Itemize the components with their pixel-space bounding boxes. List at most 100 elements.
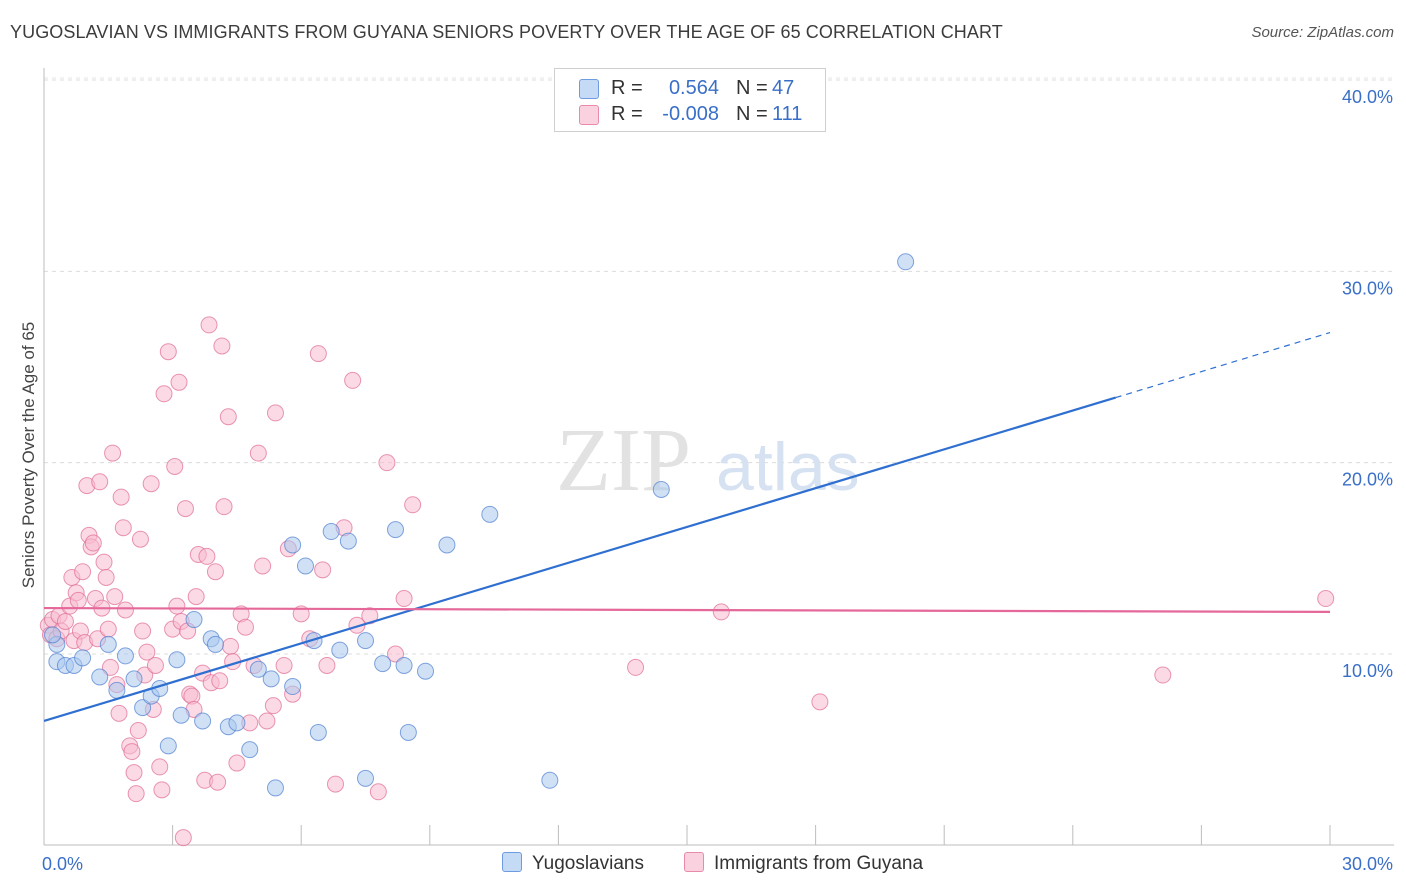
point-yugoslavian (481, 505, 499, 523)
point-yugoslavian (99, 635, 117, 653)
point-guyana (1317, 590, 1335, 608)
data-points (39, 253, 1335, 847)
point-guyana (344, 371, 362, 389)
point-yugoslavian (194, 712, 212, 730)
point-guyana (198, 547, 216, 565)
point-yugoslavian (241, 741, 259, 759)
point-yugoslavian (168, 651, 186, 669)
point-guyana (318, 656, 336, 674)
point-guyana (101, 658, 119, 676)
watermark-zip: ZIP (556, 411, 691, 510)
legend-swatch-guyana (579, 105, 599, 125)
point-yugoslavian (296, 557, 314, 575)
point-yugoslavian (266, 779, 284, 797)
point-guyana (264, 697, 282, 715)
point-guyana (627, 658, 645, 676)
point-yugoslavian (116, 647, 134, 665)
point-guyana (166, 457, 184, 475)
y-tick-label: 30.0% (1342, 278, 1393, 298)
point-guyana (129, 722, 147, 740)
point-guyana (206, 563, 224, 581)
point-guyana (1154, 666, 1172, 684)
point-guyana (112, 488, 130, 506)
point-guyana (404, 496, 422, 514)
point-yugoslavian (172, 706, 190, 724)
point-yugoslavian (374, 655, 392, 673)
x-tick-label: 30.0% (1342, 854, 1393, 874)
legend-r-label: R = (611, 77, 643, 99)
point-guyana (159, 343, 177, 361)
point-guyana (395, 590, 413, 608)
point-yugoslavian (387, 521, 405, 539)
point-guyana (811, 693, 829, 711)
legend-row-yugoslavians: R = 0.564 N = 47 (555, 75, 825, 101)
point-guyana (187, 588, 205, 606)
legend-n-label: N = (736, 103, 768, 125)
bottom-legend-label: Yugoslavians (532, 853, 644, 874)
point-guyana (258, 712, 276, 730)
point-guyana (209, 773, 227, 791)
point-guyana (116, 601, 134, 619)
point-guyana (170, 373, 188, 391)
point-guyana (134, 622, 152, 640)
point-guyana (200, 316, 218, 334)
point-yugoslavian (322, 523, 340, 541)
point-guyana (56, 612, 74, 630)
point-yugoslavian (262, 670, 280, 688)
point-yugoslavian (228, 714, 246, 732)
trend-line-yugoslavians-extension (1115, 331, 1331, 399)
point-yugoslavian (309, 723, 327, 741)
point-guyana (387, 645, 405, 663)
point-guyana (249, 444, 267, 462)
point-guyana (138, 643, 156, 661)
point-yugoslavian (331, 641, 349, 659)
point-guyana (84, 534, 102, 552)
tick-labels: 10.0% 20.0% 30.0% 40.0% 0.0% 30.0% (42, 87, 1393, 874)
y-tick-label: 40.0% (1342, 87, 1393, 107)
bottom-legend-swatch-guyana (684, 852, 704, 872)
watermark-atlas: atlas (716, 429, 860, 505)
point-guyana (211, 672, 229, 690)
point-yugoslavian (134, 699, 152, 717)
point-guyana (236, 618, 254, 636)
point-yugoslavian (159, 737, 177, 755)
point-guyana (123, 743, 141, 761)
point-guyana (153, 781, 171, 799)
point-guyana (275, 656, 293, 674)
point-guyana (151, 758, 169, 776)
point-guyana (142, 475, 160, 493)
source-credit: Source: ZipAtlas.com (1251, 24, 1394, 41)
point-guyana (228, 754, 246, 772)
legend-n-label: N = (736, 77, 768, 99)
legend-r-value: -0.008 (662, 103, 719, 125)
point-yugoslavian (357, 632, 374, 650)
point-yugoslavian (91, 668, 109, 686)
point-guyana (74, 563, 92, 581)
point-yugoslavian (339, 532, 357, 550)
point-guyana (127, 785, 145, 803)
point-yugoslavian (399, 723, 417, 741)
point-guyana (155, 385, 173, 403)
legend-n-value: 111 (772, 103, 803, 125)
legend-r-label: R = (611, 103, 643, 125)
point-guyana (168, 597, 186, 615)
point-yugoslavian (395, 656, 413, 674)
point-guyana (254, 557, 272, 575)
bottom-legend-guyana: Immigrants from Guyana (684, 852, 923, 875)
chart-title: YUGOSLAVIAN VS IMMIGRANTS FROM GUYANA SE… (10, 22, 1003, 42)
point-yugoslavian (284, 678, 302, 696)
point-yugoslavian (185, 611, 203, 629)
point-guyana (309, 345, 327, 363)
point-guyana (314, 561, 332, 579)
point-guyana (221, 637, 239, 655)
point-guyana (215, 498, 233, 516)
point-guyana (176, 500, 194, 518)
y-axis-label: Seniors Poverty Over the Age of 65 (19, 322, 38, 588)
x-tick-label: 0.0% (42, 854, 83, 874)
point-yugoslavian (74, 649, 92, 667)
point-yugoslavian (44, 626, 62, 644)
point-guyana (378, 454, 396, 472)
point-guyana (106, 588, 124, 606)
point-guyana (104, 444, 122, 462)
